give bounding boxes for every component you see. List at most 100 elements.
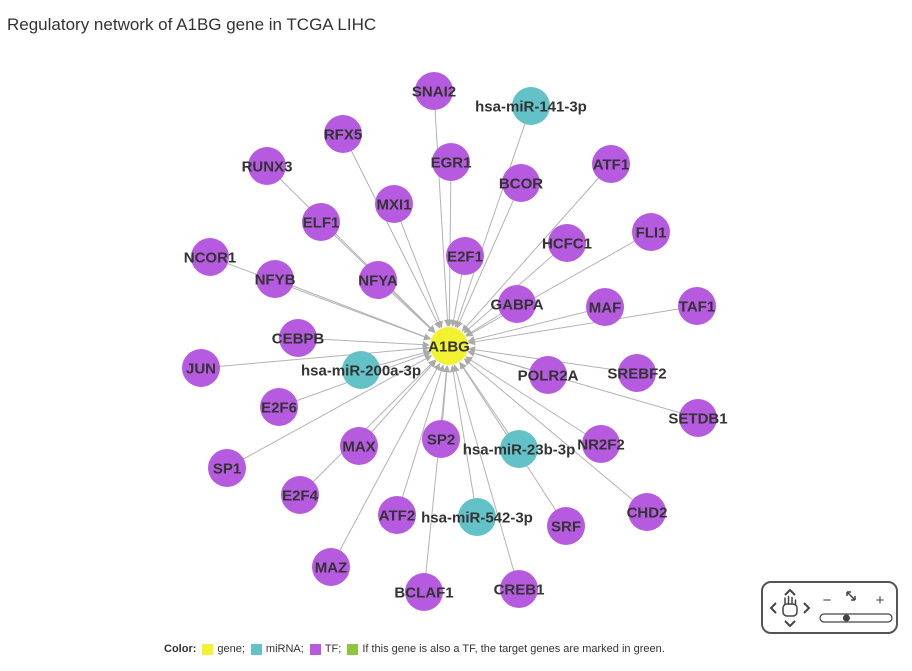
- edge-runx3-to-a1bg: [266, 165, 436, 333]
- node-circle-atf2[interactable]: [378, 496, 416, 534]
- node-circle-cebpb[interactable]: [279, 319, 317, 357]
- hand-icon[interactable]: [782, 595, 798, 617]
- node-circle-hsa-mir-141-3p[interactable]: [512, 87, 550, 125]
- node-circle-setdb1[interactable]: [679, 399, 717, 437]
- node-polr2a[interactable]: POLR2A: [518, 356, 579, 394]
- node-taf1[interactable]: TAF1: [678, 287, 716, 325]
- node-circle-snai2[interactable]: [415, 72, 453, 110]
- node-jun[interactable]: JUN: [182, 349, 220, 387]
- node-elf1[interactable]: ELF1: [302, 203, 340, 241]
- node-hsa-mir-141-3p[interactable]: hsa-miR-141-3p: [475, 87, 587, 125]
- node-setdb1[interactable]: SETDB1: [668, 399, 728, 437]
- node-fli1[interactable]: FLI1: [632, 213, 670, 251]
- node-max[interactable]: MAX: [340, 427, 378, 465]
- node-a1bg[interactable]: A1BG: [428, 327, 470, 365]
- node-circle-srf[interactable]: [547, 507, 585, 545]
- node-circle-maf[interactable]: [586, 288, 624, 326]
- node-cebpb[interactable]: CEBPB: [272, 319, 325, 357]
- node-hcfc1[interactable]: HCFC1: [542, 224, 592, 262]
- node-circle-runx3[interactable]: [248, 147, 286, 185]
- node-circle-bcor[interactable]: [502, 164, 540, 202]
- node-circle-atf1[interactable]: [592, 145, 630, 183]
- fit-to-screen-icon[interactable]: [846, 591, 856, 601]
- node-atf2[interactable]: ATF2: [378, 496, 416, 534]
- node-label-max: MAX: [342, 439, 375, 456]
- zoom-out-button[interactable]: −: [823, 592, 832, 609]
- node-sp1[interactable]: SP1: [208, 449, 246, 487]
- node-circle-sp2[interactable]: [422, 420, 460, 458]
- node-circle-hsa-mir-23b-3p[interactable]: [500, 430, 538, 468]
- node-runx3[interactable]: RUNX3: [242, 147, 293, 185]
- network-graph[interactable]: A1BG SNAI2 hsa-miR-141-3p RFX5 EGR1 ATF1 RUNX3…: [0, 0, 912, 640]
- node-circle-jun[interactable]: [182, 349, 220, 387]
- legend-text-tf: TF;: [324, 643, 342, 655]
- node-maf[interactable]: MAF: [586, 288, 624, 326]
- pan-up-icon[interactable]: [784, 588, 796, 596]
- node-circle-bclaf1[interactable]: [405, 573, 443, 611]
- zoom-slider-track[interactable]: [819, 613, 893, 623]
- node-circle-hcfc1[interactable]: [548, 224, 586, 262]
- node-circle-e2f6[interactable]: [260, 388, 298, 426]
- node-circle-sp1[interactable]: [208, 449, 246, 487]
- node-circle-hsa-mir-542-3p[interactable]: [458, 498, 496, 536]
- node-e2f1[interactable]: E2F1: [446, 237, 484, 275]
- node-circle-srebf2[interactable]: [618, 354, 656, 392]
- node-ncor1[interactable]: NCOR1: [184, 238, 237, 276]
- node-sp2[interactable]: SP2: [422, 420, 460, 458]
- pan-right-icon[interactable]: [803, 602, 811, 614]
- node-hsa-mir-542-3p[interactable]: hsa-miR-542-3p: [421, 498, 533, 536]
- node-circle-fli1[interactable]: [632, 213, 670, 251]
- node-circle-hsa-mir-200a-3p[interactable]: [342, 351, 380, 389]
- node-label-runx3: RUNX3: [242, 159, 293, 176]
- node-hsa-mir-200a-3p[interactable]: hsa-miR-200a-3p: [301, 351, 421, 389]
- node-snai2[interactable]: SNAI2: [412, 72, 456, 110]
- node-circle-ncor1[interactable]: [191, 238, 229, 276]
- node-hsa-mir-23b-3p[interactable]: hsa-miR-23b-3p: [463, 430, 576, 468]
- node-circle-chd2[interactable]: [628, 493, 666, 531]
- node-circle-egr1[interactable]: [432, 143, 470, 181]
- node-srf[interactable]: SRF: [547, 507, 585, 545]
- zoom-slider-thumb[interactable]: [842, 614, 850, 622]
- edge-snai2-to-a1bg: [433, 90, 451, 327]
- node-chd2[interactable]: CHD2: [627, 493, 668, 531]
- node-circle-elf1[interactable]: [302, 203, 340, 241]
- node-creb1[interactable]: CREB1: [494, 570, 545, 608]
- edge-sp1-to-a1bg: [226, 355, 433, 469]
- node-label-cebpb: CEBPB: [272, 331, 325, 348]
- node-srebf2[interactable]: SREBF2: [607, 354, 667, 392]
- node-rfx5[interactable]: RFX5: [324, 115, 362, 153]
- node-circle-maz[interactable]: [312, 548, 350, 586]
- node-circle-mxi1[interactable]: [375, 185, 413, 223]
- node-maz[interactable]: MAZ: [312, 548, 350, 586]
- node-nfyb[interactable]: NFYB: [255, 260, 296, 298]
- node-circle-a1bg[interactable]: [430, 327, 468, 365]
- node-label-bcor: BCOR: [499, 176, 543, 193]
- node-circle-nfyb[interactable]: [256, 260, 294, 298]
- zoom-in-button[interactable]: +: [876, 592, 885, 609]
- node-egr1[interactable]: EGR1: [431, 143, 472, 181]
- node-e2f4[interactable]: E2F4: [281, 476, 319, 514]
- node-circle-gabpa[interactable]: [498, 285, 536, 323]
- node-bcor[interactable]: BCOR: [499, 164, 543, 202]
- node-mxi1[interactable]: MXI1: [375, 185, 413, 223]
- node-e2f6[interactable]: E2F6: [260, 388, 298, 426]
- node-bclaf1[interactable]: BCLAF1: [394, 573, 454, 611]
- node-circle-polr2a[interactable]: [529, 356, 567, 394]
- node-circle-creb1[interactable]: [500, 570, 538, 608]
- pan-left-icon[interactable]: [769, 602, 777, 614]
- node-nfya[interactable]: NFYA: [358, 261, 398, 299]
- node-circle-e2f1[interactable]: [446, 237, 484, 275]
- node-circle-rfx5[interactable]: [324, 115, 362, 153]
- node-label-snai2: SNAI2: [412, 84, 456, 101]
- node-circle-e2f4[interactable]: [281, 476, 319, 514]
- node-circle-nr2f2[interactable]: [582, 425, 620, 463]
- node-atf1[interactable]: ATF1: [592, 145, 630, 183]
- node-label-sp1: SP1: [213, 461, 241, 478]
- node-circle-taf1[interactable]: [678, 287, 716, 325]
- node-circle-nfya[interactable]: [359, 261, 397, 299]
- node-gabpa[interactable]: GABPA: [490, 285, 544, 323]
- node-circle-max[interactable]: [340, 427, 378, 465]
- node-nr2f2[interactable]: NR2F2: [577, 425, 625, 463]
- pan-down-icon[interactable]: [784, 620, 796, 628]
- nodes-layer: A1BG SNAI2 hsa-miR-141-3p RFX5 EGR1 ATF1 RUNX3…: [182, 72, 728, 611]
